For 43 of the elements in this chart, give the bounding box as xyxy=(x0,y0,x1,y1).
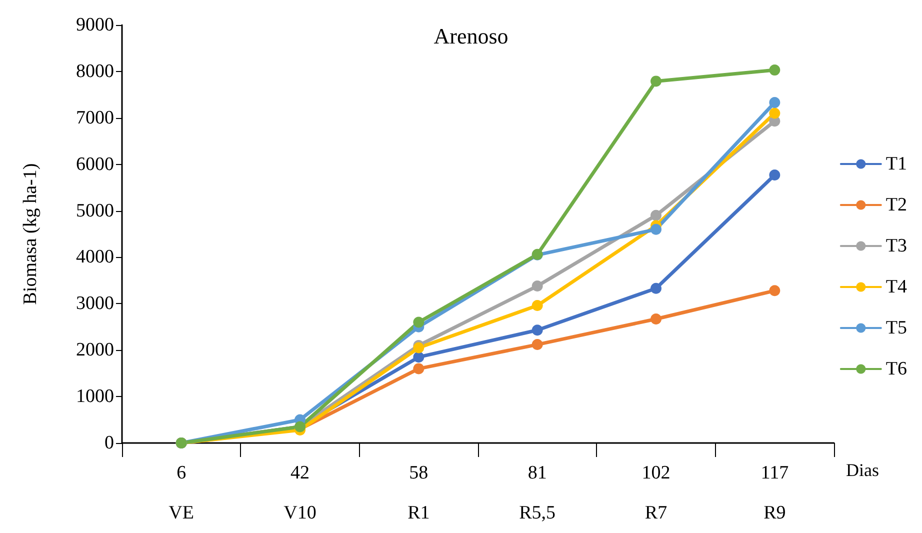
point xyxy=(650,224,662,235)
point xyxy=(650,210,662,221)
point xyxy=(769,97,780,108)
point xyxy=(650,282,662,294)
point xyxy=(532,280,543,292)
y-tick-label: 0 xyxy=(104,432,114,454)
y-tick-label: 4000 xyxy=(76,246,114,268)
legend-label: T6 xyxy=(886,358,908,380)
legend-label: T5 xyxy=(886,318,908,338)
y-axis-title: Biomasa (kg ha-1) xyxy=(20,163,41,305)
point xyxy=(769,285,780,296)
point xyxy=(532,300,543,312)
y-tick-label: 5000 xyxy=(76,200,114,222)
point xyxy=(650,76,662,87)
y-tick-label: 2000 xyxy=(76,340,114,361)
point xyxy=(650,313,662,324)
x-tick-label: 6 VE xyxy=(168,462,194,524)
y-tick-label: 1000 xyxy=(76,386,114,408)
y-tick-label: 7000 xyxy=(76,107,114,128)
legend-label: T1 xyxy=(886,154,908,174)
x-tick-label: 42 V10 xyxy=(284,462,316,524)
legend-label: T4 xyxy=(886,276,908,298)
x-tick-label: 81 R5,5 xyxy=(519,462,556,524)
y-tick-label: 3000 xyxy=(76,293,114,314)
legend-label: T2 xyxy=(886,194,908,216)
point xyxy=(532,324,543,336)
x-axis-title: Dias xyxy=(846,460,879,480)
x-tick-label: 117 R9 xyxy=(760,462,789,524)
point xyxy=(413,363,424,374)
point xyxy=(769,108,780,119)
point xyxy=(769,64,780,76)
point xyxy=(413,342,424,354)
point xyxy=(413,352,424,363)
x-tick-label: 58 R1 xyxy=(408,462,430,524)
y-tick-label: 9000 xyxy=(76,14,114,36)
legend-label: T3 xyxy=(886,236,908,256)
x-tick-label: 102 R7 xyxy=(642,462,670,524)
y-tick-label: 6000 xyxy=(76,154,114,175)
chart-title: Arenoso xyxy=(434,24,508,48)
point xyxy=(769,170,780,181)
point xyxy=(532,339,543,350)
point xyxy=(413,316,424,328)
y-tick-label: 8000 xyxy=(76,60,114,82)
